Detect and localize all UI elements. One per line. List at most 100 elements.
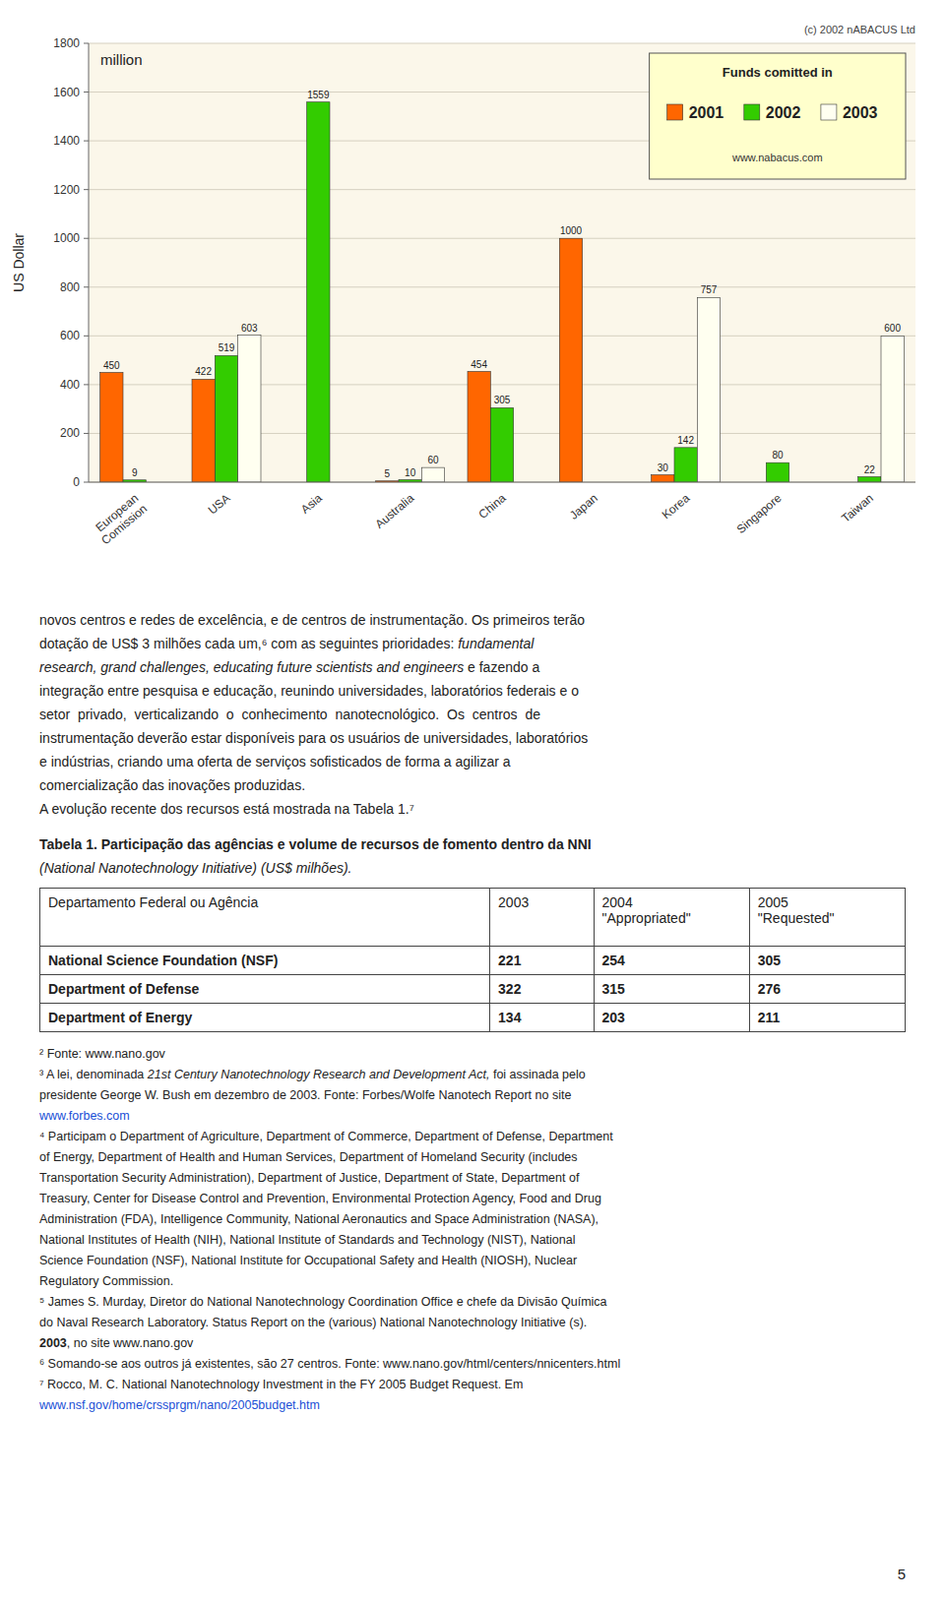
footnote-line: Science Foundation (NSF), National Insti… (39, 1251, 906, 1272)
bar (765, 462, 789, 483)
grid-line (88, 189, 916, 190)
text-run: ⁴ Participam o Department of Agriculture… (39, 1130, 614, 1144)
text-run: ² Fonte: www.nano.gov (39, 1047, 166, 1062)
legend-box (649, 53, 906, 180)
legend: Funds comitted in200120022003www.nabacus… (649, 53, 906, 180)
footnote-line: Treasury, Center for Disease Control and… (39, 1189, 906, 1210)
table-cell: 134 (490, 1004, 594, 1033)
text-run: e indústrias, criando uma oferta de serv… (39, 754, 511, 770)
data-label: 10 (404, 467, 417, 479)
footnote-line: ² Fonte: www.nano.gov (39, 1044, 906, 1066)
data-label: 450 (103, 360, 121, 372)
legend-swatch (744, 104, 760, 121)
table-header-cell: 2004 "Appropriated" (593, 888, 750, 947)
table-row: National Science Foundation (NSF)2212543… (40, 946, 906, 976)
table-header-cell: 2003 (490, 888, 594, 947)
page-number: 5 (897, 1566, 906, 1583)
grid-line (88, 43, 916, 45)
body-line: integração entre pesquisa e educação, re… (39, 679, 906, 703)
data-label: 60 (427, 454, 440, 466)
table-cell: 203 (593, 1004, 750, 1033)
x-tick-label-line: Korea (659, 491, 693, 523)
text-run: foi assinada pelo (489, 1068, 585, 1082)
text-run: setor privado, verticalizando o conhecim… (39, 706, 541, 723)
legend-swatch (820, 104, 837, 121)
footnote-line: do Naval Research Laboratory. Status Rep… (39, 1313, 906, 1334)
x-tick-label-line: Taiwan (838, 491, 877, 526)
text-run: ⁷ Rocco, M. C. National Nanotechnology I… (39, 1378, 523, 1392)
text-run: research, grand challenges, educating fu… (39, 659, 464, 676)
x-tick-label: China (476, 491, 509, 522)
text-run: novos centros e redes de excelência, e d… (39, 612, 585, 629)
text-run: , no site www.nano.gov (66, 1336, 194, 1351)
table-row: Department of Energy134203211 (40, 1004, 906, 1033)
bar (490, 407, 513, 483)
y-tick-label: 1800 (53, 36, 80, 51)
bar (559, 238, 582, 483)
data-label: 142 (677, 435, 694, 446)
y-tick (83, 91, 89, 93)
grid-line (88, 238, 916, 240)
legend-website: www.nabacus.com (731, 151, 823, 164)
footnote-line: Transportation Security Administration),… (39, 1168, 906, 1190)
y-tick-label: 1400 (53, 133, 80, 148)
footnote-line: Administration (FDA), Intelligence Commu… (39, 1209, 906, 1231)
text-run: Science Foundation (NSF), National Insti… (39, 1254, 577, 1268)
table-cell: 211 (749, 1004, 905, 1033)
text-run: National Institutes of Health (NIH), Nat… (39, 1233, 576, 1248)
y-axis (88, 43, 90, 483)
table: Departamento Federal ou Agência20032004 … (39, 887, 906, 1033)
x-tick-label-line: Singapore (734, 491, 785, 537)
text-run: 21st Century Nanotechnology Research and… (147, 1068, 491, 1082)
footnote-line: www.nsf.gov/home/crssprgm/nano/2005budge… (39, 1395, 906, 1417)
y-tick-label: 1200 (53, 183, 80, 197)
data-label: 757 (700, 284, 718, 296)
body-line: instrumentação deverão estar disponíveis… (39, 726, 906, 751)
y-tick (83, 482, 89, 484)
text-run: ⁶ Somando-se aos outros já existentes, s… (39, 1357, 621, 1372)
link-text: www.forbes.com (39, 1109, 130, 1124)
x-tick-label-line: Comission (98, 502, 150, 549)
footnote-line: Regulatory Commission. (39, 1271, 906, 1293)
y-tick-label: 600 (60, 328, 80, 343)
x-tick-label: Australia (372, 491, 417, 532)
footnote-line: 2003, no site www.nano.gov (39, 1333, 906, 1355)
x-tick-label-line: USA (205, 491, 234, 518)
bar (881, 335, 904, 483)
table-cell: 305 (749, 946, 905, 976)
text-run: ³ A lei, denominada (39, 1068, 148, 1082)
bar (307, 102, 330, 483)
grid-line (88, 286, 916, 288)
bar (858, 477, 882, 483)
text-run: Transportation Security Administration),… (39, 1171, 579, 1186)
text-run: presidente George W. Bush em dezembro de… (39, 1088, 571, 1103)
legend-title: Funds comitted in (722, 64, 833, 80)
text-run: do Naval Research Laboratory. Status Rep… (39, 1316, 587, 1330)
table-cell: 322 (490, 975, 594, 1005)
footnote-line: ⁵ James S. Murday, Diretor do National N… (39, 1292, 906, 1314)
body-line: novos centros e redes de excelência, e d… (39, 608, 906, 632)
x-tick-label: EuropeanComission (89, 491, 150, 548)
text-run: dotação de US$ 3 milhões cada um,⁶ com a… (39, 635, 458, 652)
text-run: (National Nanotechnology Initiative) (US… (39, 860, 352, 877)
text-run: 2003 (39, 1336, 67, 1351)
footnote-line: ⁷ Rocco, M. C. National Nanotechnology I… (39, 1375, 906, 1396)
legend-entry: 2003 (842, 104, 879, 122)
footnote-line: ³ A lei, denominada 21st Century Nanotec… (39, 1065, 906, 1086)
x-tick-label-line: Australia (372, 491, 417, 532)
footnote-line: presidente George W. Bush em dezembro de… (39, 1085, 906, 1107)
plot-background (88, 43, 916, 483)
table-header-row: Departamento Federal ou Agência20032004 … (40, 888, 906, 947)
data-label: 22 (864, 464, 877, 476)
data-label: 1559 (307, 89, 330, 101)
y-tick (83, 238, 89, 240)
text-run: instrumentação deverão estar disponíveis… (39, 730, 588, 747)
body-line: research, grand challenges, educating fu… (39, 655, 906, 680)
x-tick-label: Taiwan (838, 491, 877, 526)
bar (651, 475, 675, 483)
y-tick-label: 1000 (53, 231, 80, 246)
legend-entry: 2002 (765, 104, 802, 122)
table-header-cell: 2005 "Requested" (749, 888, 905, 947)
y-tick (83, 140, 89, 142)
bar (238, 335, 261, 483)
